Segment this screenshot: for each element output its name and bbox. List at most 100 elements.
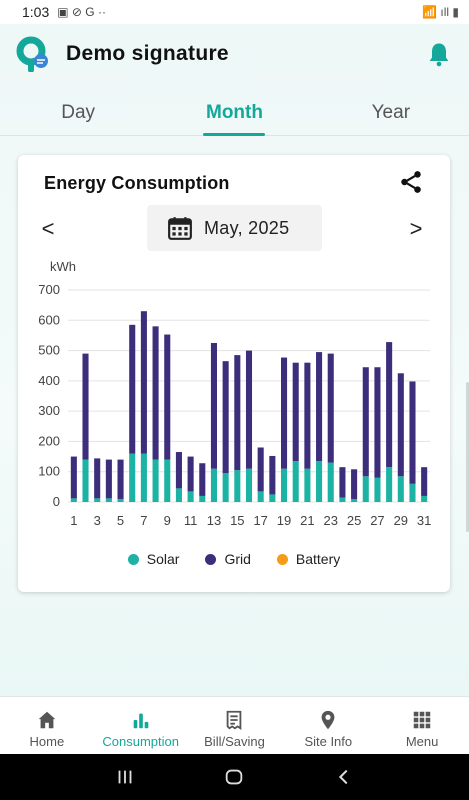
bar-grid-day-3[interactable] <box>94 458 101 499</box>
bar-solar-day-1[interactable] <box>70 498 77 502</box>
energy-consumption-card: Energy Consumption < May, 2025 > kWh 0 100… <box>18 155 450 592</box>
previous-month-button[interactable]: < <box>41 216 55 241</box>
y-tick-label: 400 <box>38 373 60 388</box>
tab-month[interactable]: Month <box>156 90 312 135</box>
bar-solar-day-8[interactable] <box>152 459 159 502</box>
bar-solar-day-12[interactable] <box>199 495 206 502</box>
home-button-icon[interactable] <box>223 766 245 788</box>
bar-solar-day-27[interactable] <box>374 477 381 502</box>
bar-grid-day-12[interactable] <box>199 463 206 496</box>
bar-solar-day-22[interactable] <box>316 461 323 502</box>
nav-site-info[interactable]: Site Info <box>281 697 375 754</box>
bar-solar-day-13[interactable] <box>210 468 218 502</box>
bar-solar-day-4[interactable] <box>105 498 112 502</box>
bar-grid-day-4[interactable] <box>105 459 112 499</box>
legend-item-battery[interactable]: Battery <box>276 551 341 567</box>
y-axis-label: kWh <box>50 259 76 274</box>
bar-grid-day-13[interactable] <box>210 343 218 469</box>
x-tick-label: 17 <box>253 513 267 528</box>
bar-solar-day-25[interactable] <box>351 498 358 502</box>
bar-solar-day-16[interactable] <box>245 468 253 502</box>
bar-solar-day-19[interactable] <box>280 468 288 502</box>
tab-day[interactable]: Day <box>61 102 96 123</box>
bar-grid-day-17[interactable] <box>257 447 264 492</box>
bar-grid-day-28[interactable] <box>386 342 393 468</box>
recent-apps-icon[interactable] <box>114 766 136 788</box>
bell-icon[interactable] <box>425 40 453 68</box>
bar-grid-day-14[interactable] <box>222 361 229 474</box>
bar-solar-day-29[interactable] <box>397 476 404 502</box>
bar-grid-day-23[interactable] <box>327 353 334 463</box>
bar-grid-day-10[interactable] <box>175 452 182 489</box>
bar-solar-day-15[interactable] <box>234 470 241 502</box>
bar-grid-day-24[interactable] <box>339 467 346 498</box>
bar-solar-day-9[interactable] <box>164 459 171 502</box>
nav-bill-saving[interactable]: Bill/Saving <box>188 697 282 754</box>
back-icon[interactable] <box>333 766 355 788</box>
x-tick-label: 25 <box>347 513 361 528</box>
legend-item-grid[interactable]: Grid <box>205 551 251 567</box>
legend-label-battery: Battery <box>295 551 341 567</box>
nav-menu[interactable]: Menu <box>375 697 469 754</box>
bar-grid-day-5[interactable] <box>117 459 124 499</box>
scrollbar[interactable] <box>466 382 469 532</box>
bar-grid-day-16[interactable] <box>245 350 253 469</box>
bar-solar-day-3[interactable] <box>94 498 101 502</box>
bar-solar-day-14[interactable] <box>222 473 229 502</box>
date-picker-button[interactable]: May, 2025 <box>147 205 322 251</box>
bar-solar-day-24[interactable] <box>339 497 346 502</box>
y-tick-label: 700 <box>38 282 60 297</box>
bar-solar-day-5[interactable] <box>117 498 124 502</box>
bar-solar-day-17[interactable] <box>257 491 264 502</box>
bar-grid-day-27[interactable] <box>374 367 381 478</box>
status-bar: 1:03 ▣ ⊘ G ·· 📶 ıll ▮ <box>0 0 469 24</box>
bar-solar-day-21[interactable] <box>304 468 311 502</box>
bar-solar-day-6[interactable] <box>129 453 136 502</box>
bar-grid-day-11[interactable] <box>187 456 194 492</box>
x-tick-label: 21 <box>300 513 314 528</box>
nav-consumption[interactable]: Consumption <box>94 697 188 754</box>
y-tick-label: 300 <box>38 403 60 418</box>
bar-grid-day-31[interactable] <box>421 467 428 496</box>
bar-grid-day-9[interactable] <box>164 334 171 460</box>
bar-solar-day-28[interactable] <box>386 467 393 502</box>
bar-grid-day-30[interactable] <box>409 381 416 484</box>
bar-grid-day-18[interactable] <box>269 455 276 495</box>
y-tick-label: 500 <box>38 343 60 358</box>
x-tick-label: 1 <box>70 513 77 528</box>
bar-grid-day-7[interactable] <box>140 311 147 454</box>
legend-item-solar[interactable]: Solar <box>127 551 179 567</box>
x-tick-label: 15 <box>230 513 244 528</box>
bar-solar-day-30[interactable] <box>409 483 416 502</box>
bar-solar-day-18[interactable] <box>269 494 276 502</box>
bar-grid-day-2[interactable] <box>82 353 89 460</box>
bar-solar-day-2[interactable] <box>82 459 89 502</box>
share-icon[interactable] <box>398 169 424 195</box>
legend-dot-grid <box>205 553 217 565</box>
bar-grid-day-1[interactable] <box>70 456 77 499</box>
y-tick-label: 100 <box>38 464 60 479</box>
next-month-button[interactable]: > <box>409 216 423 241</box>
bar-grid-day-29[interactable] <box>397 373 404 477</box>
bar-solar-day-11[interactable] <box>187 491 194 502</box>
bar-grid-day-21[interactable] <box>304 362 311 469</box>
nav-menu-label: Menu <box>405 734 439 749</box>
bar-grid-day-8[interactable] <box>152 326 159 460</box>
tab-year[interactable]: Year <box>371 102 411 123</box>
bar-grid-day-15[interactable] <box>234 355 241 471</box>
nav-home[interactable]: Home <box>0 697 94 754</box>
location-pin-icon <box>321 710 335 730</box>
bar-solar-day-26[interactable] <box>362 476 369 502</box>
bar-grid-day-6[interactable] <box>129 324 136 454</box>
bar-grid-day-25[interactable] <box>351 469 358 499</box>
bar-solar-day-20[interactable] <box>292 461 299 502</box>
bar-grid-day-26[interactable] <box>362 367 369 477</box>
bar-solar-day-7[interactable] <box>140 453 147 502</box>
nav-bill-saving-label: Bill/Saving <box>204 734 265 749</box>
bar-solar-day-23[interactable] <box>327 462 334 502</box>
bar-grid-day-20[interactable] <box>292 362 299 462</box>
bar-grid-day-19[interactable] <box>280 357 288 469</box>
bar-grid-day-22[interactable] <box>316 352 323 462</box>
bar-solar-day-31[interactable] <box>421 495 428 502</box>
bar-solar-day-10[interactable] <box>175 488 182 502</box>
